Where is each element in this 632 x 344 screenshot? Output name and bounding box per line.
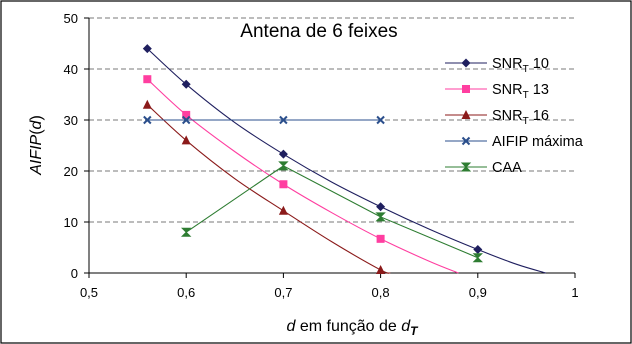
series-4 [180, 161, 484, 263]
data-point [279, 115, 288, 125]
y-tick-label: 10 [64, 215, 78, 230]
data-point [142, 44, 152, 54]
x-axis-title: d em função de dT [287, 318, 420, 338]
legend-item: SNRT 10 [445, 56, 549, 75]
data-point [472, 253, 484, 263]
legend-item: CAA [445, 160, 522, 176]
data-point [143, 115, 152, 125]
x-tick-label: 0,5 [80, 285, 98, 300]
tick-labels: 0 10 20 30 40 50 0,5 0,6 0,7 0,8 0,9 1 [64, 11, 579, 300]
series-line [146, 48, 546, 274]
marker-stroke [279, 115, 288, 125]
legend-marker [462, 85, 470, 93]
legend-label-subscript: T [523, 90, 529, 101]
data-point [142, 99, 152, 109]
x-tick-label: 0,7 [274, 285, 292, 300]
data-point [376, 115, 385, 125]
y-axis-title-arg: d [28, 119, 45, 129]
legend-label-name: CAA [492, 160, 522, 176]
x-axis-title-middle: em função de [295, 318, 401, 335]
y-axis-title-open: ( [28, 129, 45, 135]
y-tick-label: 0 [71, 266, 78, 281]
data-point [279, 180, 288, 189]
x-tick-label: 1 [571, 285, 578, 300]
legend-label-suffix: 13 [529, 82, 549, 98]
marker-stroke [181, 115, 191, 125]
y-tick-label: 40 [64, 62, 78, 77]
legend-label: CAA [492, 160, 522, 176]
y-tick-label: 30 [64, 113, 78, 128]
x-tick-label: 0,6 [177, 285, 195, 300]
series-line [185, 165, 479, 259]
data-point [376, 234, 385, 243]
legend-label: SNRT 13 [492, 82, 549, 101]
x-axis-title-main: d [287, 318, 297, 335]
chart-title: Antena de 6 feixes [240, 21, 397, 42]
marker-stroke [461, 136, 471, 146]
legend-label: SNRT 10 [492, 56, 549, 75]
series-3 [143, 115, 385, 125]
series-group [142, 44, 546, 274]
data-point [181, 135, 191, 145]
x-tick-label: 0,8 [372, 285, 390, 300]
y-axis-title: AIFIP(d) [28, 115, 45, 176]
legend-label-subscript: T [523, 64, 529, 75]
legend-label: SNRT 16 [492, 108, 549, 127]
data-point [278, 161, 289, 171]
legend-label-name: SNR [492, 82, 523, 98]
legend-item: AIFIP máxima [445, 134, 584, 150]
legend-item: SNRT 13 [445, 82, 549, 101]
data-point [376, 202, 386, 212]
data-point [473, 245, 483, 255]
legend-marker [461, 136, 471, 146]
data-point [181, 115, 191, 125]
data-point [182, 110, 191, 119]
series-1 [143, 75, 459, 274]
legend-item: SNRT 16 [445, 108, 549, 127]
y-axis-title-prefix: AIFIP [28, 134, 45, 175]
x-tick-label: 0,9 [469, 285, 487, 300]
data-point [143, 75, 152, 84]
legend-label-subscript: T [523, 116, 529, 127]
data-point [375, 212, 386, 222]
data-point [181, 79, 191, 89]
legend-label: AIFIP máxima [492, 134, 584, 150]
data-point [278, 205, 288, 215]
data-point [278, 149, 288, 159]
x-axis-title-subscript: T [410, 324, 419, 338]
legend-label-name: SNR [492, 56, 523, 72]
marker-stroke [143, 115, 152, 125]
legend-label-name: AIFIP máxima [492, 134, 584, 150]
series-2 [142, 99, 391, 274]
y-tick-label: 20 [64, 164, 78, 179]
x-axis-title-italic: d [401, 318, 411, 335]
y-tick-label: 50 [64, 11, 78, 26]
legend-label-suffix: 16 [529, 108, 549, 124]
series-0 [142, 44, 546, 274]
legend-label-name: SNR [492, 108, 523, 124]
y-axis-title-close: ) [28, 115, 45, 120]
legend-marker [461, 110, 471, 119]
data-point [180, 227, 192, 237]
marker-stroke [376, 115, 385, 125]
legend-marker [461, 58, 471, 68]
data-point [376, 264, 386, 274]
axes [84, 17, 576, 278]
legend-marker [460, 162, 472, 172]
legend-label-suffix: 10 [529, 56, 549, 72]
